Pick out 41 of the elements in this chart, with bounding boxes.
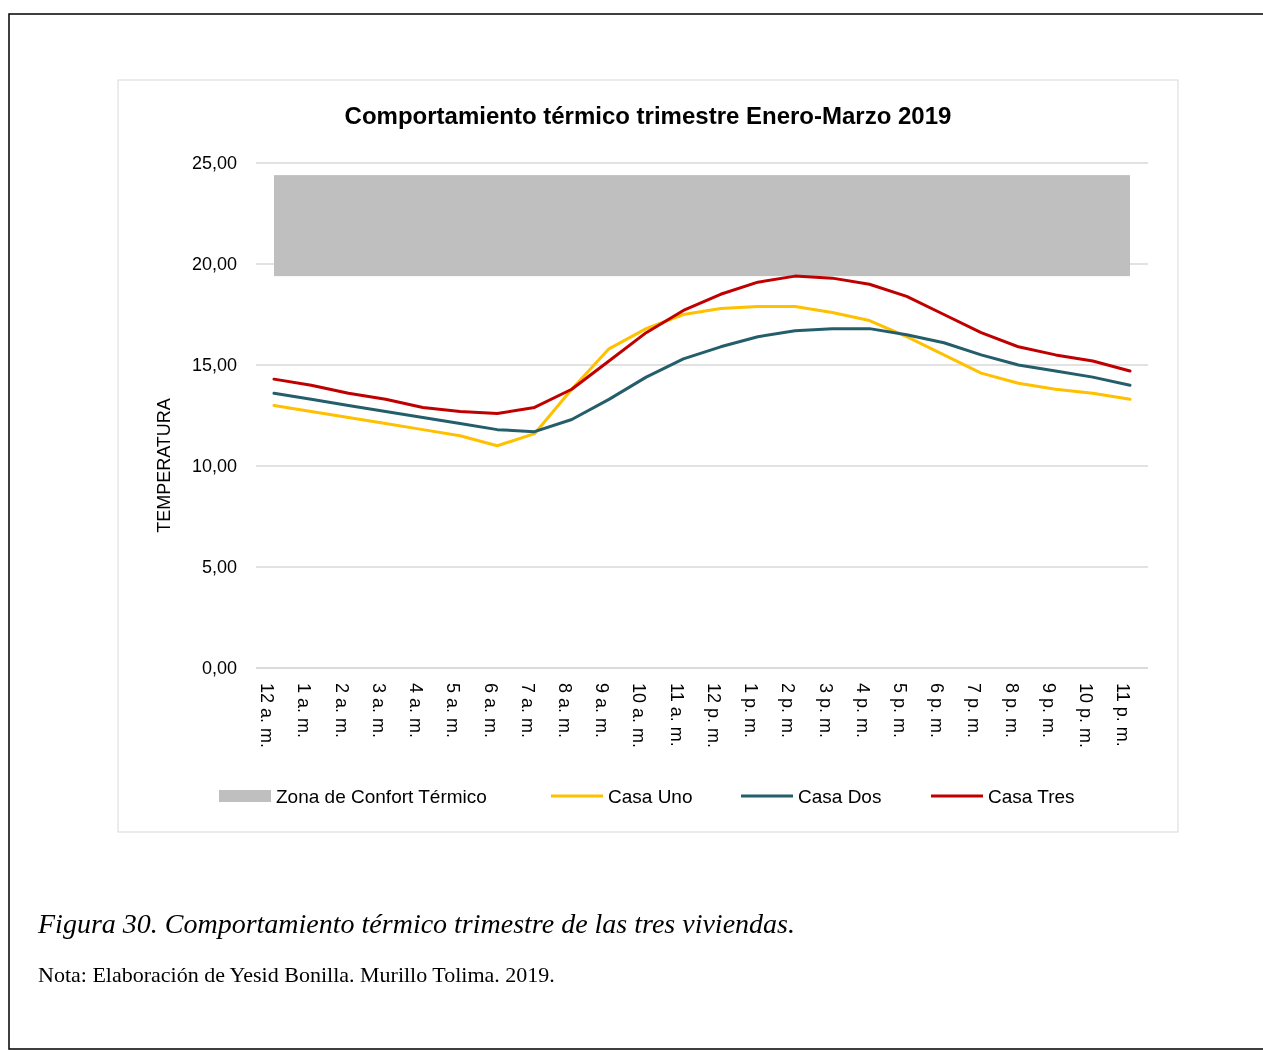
x-tick-label: 8 a. m. [554,683,575,739]
x-tick-label: 12 p. m. [703,683,724,749]
x-tick-label: 11 a. m. [666,683,687,747]
line-series [272,304,1132,448]
y-tick-label: 5,00 [201,557,237,578]
x-tick-label: 10 p. m. [1076,683,1097,749]
chart-title: Comportamiento térmico trimestre Enero-Marzo 2019 [344,102,952,129]
line-series [272,274,1132,415]
x-tick-label: 1 p. m. [741,683,762,739]
x-tick-label: 10 a. m. [629,683,650,749]
text: Nota: Elaboración de Yesid Bonilla. Murillo Tolima. 2019. [38,962,555,987]
x-tick-label: 2 p. m. [778,683,799,739]
x-tick-label: 2 a. m. [331,683,352,739]
line-series [272,327,1132,434]
y-tick-label: 25,00 [191,153,237,174]
x-tick-label: 11 p. m. [1113,683,1134,747]
x-tick-label: 7 a. m. [517,683,538,739]
x-tick-label: 6 p. m. [927,683,948,739]
x-tick-label: 9 a. m. [592,683,613,739]
x-tick-label: 3 a. m. [368,683,389,739]
x-tick-label: 4 a. m. [406,683,427,739]
x-tick-label: 7 p. m. [964,683,985,739]
text: Figura 30. Comportamiento térmico trimestre de las tres viviendas. [37,908,795,939]
y-tick-label: 0,00 [201,658,237,679]
x-tick-label: 12 a. m. [257,683,278,749]
x-tick-label: 1 a. m. [294,683,315,739]
x-tick-label: 4 p. m. [852,683,873,739]
y-tick-label: 15,00 [191,355,237,376]
legend-label: Zona de Confort Térmico [276,785,487,807]
y-tick-label: 20,00 [191,254,237,275]
y-tick-label: 10,00 [191,456,237,477]
legend-label: Casa Uno [608,785,693,807]
legend-label: Casa Dos [798,785,882,807]
x-tick-label: 6 a. m. [480,683,501,739]
legend-label: Casa Tres [988,785,1075,807]
x-tick-label: 9 p. m. [1038,683,1059,739]
x-tick-label: 3 p. m. [815,683,836,739]
x-tick-label: 5 a. m. [443,683,464,739]
y-axis-title: TEMPERATURA [154,398,174,533]
x-tick-label: 8 p. m. [1001,683,1022,739]
x-tick-label: 5 p. m. [889,683,910,739]
